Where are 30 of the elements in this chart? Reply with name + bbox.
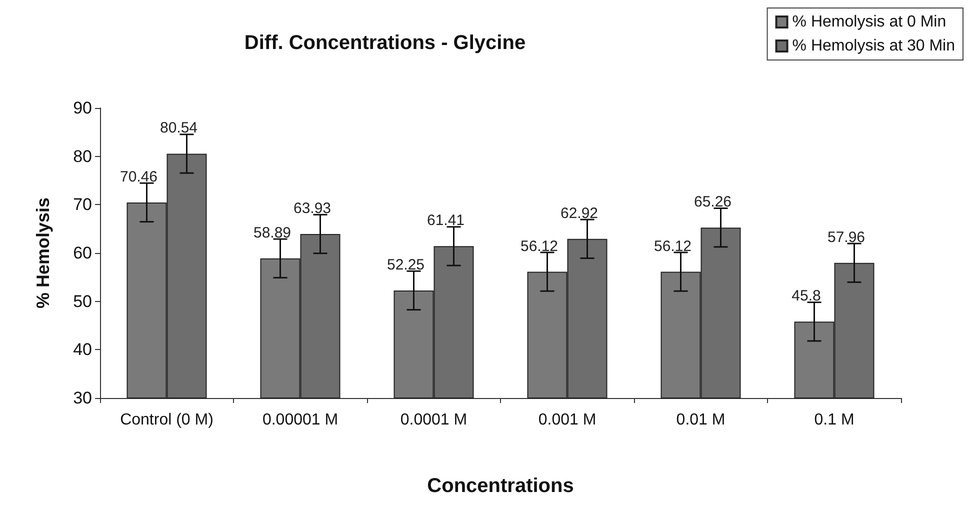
- x-tick-label: 0.00001 M: [262, 412, 338, 428]
- x-axis-title: Concentrations: [427, 475, 574, 497]
- x-tick-label: 0.01 M: [676, 412, 726, 428]
- y-tick-label: 40: [73, 340, 92, 360]
- data-label: 65.26: [694, 194, 732, 211]
- x-tick-label: 0.0001 M: [400, 412, 468, 428]
- data-label: 56.12: [654, 238, 692, 255]
- y-tick-label: 30: [73, 388, 92, 408]
- y-tick-label: 50: [73, 292, 92, 311]
- data-label: 70.46: [120, 168, 158, 186]
- y-tick-label: 90: [73, 98, 92, 118]
- x-tick-label: 0.1 M: [814, 412, 854, 428]
- data-label: 57.96: [827, 228, 866, 246]
- data-label: 63.93: [293, 200, 332, 218]
- y-tick-label: 60: [73, 244, 92, 262]
- data-label: 45.8: [792, 288, 821, 305]
- data-label: 52.25: [386, 256, 425, 274]
- legend-label: % Hemolysis at 0 Min: [792, 14, 946, 30]
- x-tick-label: Control (0 M): [120, 412, 214, 428]
- data-label: 61.41: [426, 212, 465, 230]
- y-tick-label: 80: [73, 146, 92, 166]
- data-label: 80.54: [160, 120, 198, 137]
- data-label: 58.89: [253, 224, 292, 242]
- y-tick-label: 70: [73, 195, 92, 214]
- data-label: 56.12: [520, 238, 558, 255]
- chart-title: Diff. Concentrations - Glycine: [244, 32, 526, 54]
- x-tick-label: 0.001 M: [538, 412, 596, 428]
- legend-label: % Hemolysis at 30 Min: [792, 38, 955, 54]
- data-label: 62.92: [560, 204, 598, 222]
- y-axis-title: % Hemolysis: [33, 197, 53, 309]
